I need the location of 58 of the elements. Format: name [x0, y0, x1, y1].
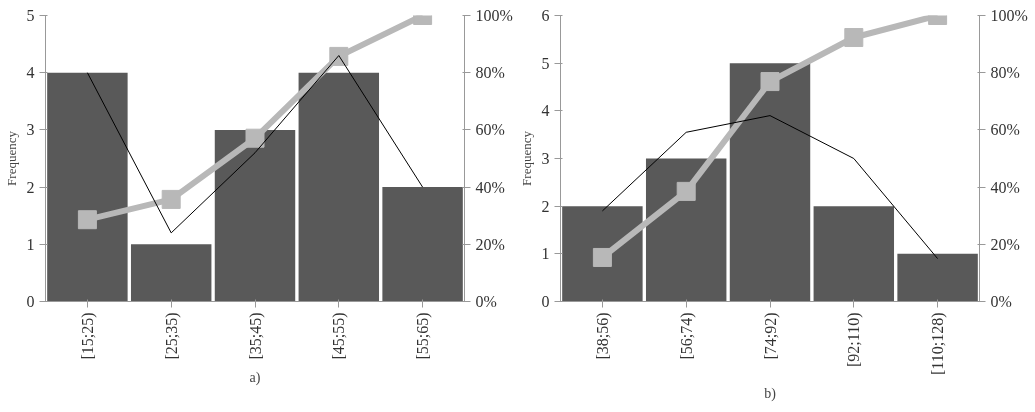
text: a): [249, 369, 261, 386]
bar: [214, 129, 296, 302]
point: [760, 72, 780, 92]
y-tick-label: 0: [541, 293, 550, 310]
bar: [298, 72, 380, 302]
y-tick-label: 2: [541, 197, 550, 215]
point: [844, 28, 864, 48]
y-tick-label: 4: [541, 102, 550, 120]
bar: [47, 72, 128, 302]
y2-tick-label: 20%: [990, 235, 1020, 253]
y-tick-label: 3: [26, 121, 35, 139]
point: [676, 181, 696, 201]
x-tick-label: [35;45): [246, 312, 265, 360]
bar: [562, 206, 643, 302]
point: [592, 247, 612, 267]
y-tick-label: 6: [541, 7, 550, 24]
point: [161, 189, 181, 209]
x-tick-label: [74;92): [761, 312, 780, 360]
x-tick-label: [45;55): [330, 312, 349, 360]
bar: [729, 63, 811, 302]
line-series: [601, 115, 939, 260]
y2-tick-label: 60%: [990, 121, 1020, 139]
y-tick-label: 5: [26, 7, 35, 24]
bar: [897, 253, 978, 302]
x-tick-label: [38;56): [593, 312, 612, 360]
y2-tick-label: 100%: [990, 7, 1028, 24]
text: b): [764, 385, 777, 402]
y-tick-label: 2: [26, 178, 35, 196]
bar: [130, 244, 212, 302]
y2-tick-label: 80%: [990, 64, 1020, 82]
y-axis-title: Frequency: [518, 130, 534, 186]
y-tick-label: 4: [26, 64, 35, 82]
y2-tick-label: 20%: [475, 235, 505, 253]
x-tick-label: [15;25): [78, 312, 97, 360]
y2-tick-label: 100%: [475, 7, 513, 24]
point: [245, 128, 265, 148]
x-tick-label: [25;35): [162, 312, 181, 360]
y2-tick-label: 60%: [475, 121, 505, 139]
y-tick-label: 0: [26, 293, 35, 310]
x-tick-label: [56;74): [677, 312, 696, 360]
bar: [645, 158, 727, 302]
y-tick-label: 3: [541, 150, 550, 167]
x-tick-label: [110;128): [929, 312, 948, 376]
y2-tick-label: 40%: [475, 178, 505, 196]
y-axis-title: Frequency: [3, 130, 19, 186]
y-tick-label: 5: [541, 54, 550, 72]
y-tick-label: 1: [541, 245, 550, 263]
point: [329, 46, 349, 66]
x-tick-label: [92;110): [845, 312, 864, 368]
bar: [382, 187, 463, 302]
y2-tick-label: 0%: [990, 293, 1012, 310]
y2-tick-label: 0%: [475, 293, 497, 310]
y2-tick-label: 80%: [475, 64, 505, 82]
x-tick-label: [55;65): [414, 312, 433, 360]
y-tick-label: 1: [26, 235, 35, 253]
point: [77, 210, 97, 230]
bar: [813, 206, 895, 302]
y2-tick-label: 40%: [990, 178, 1020, 196]
